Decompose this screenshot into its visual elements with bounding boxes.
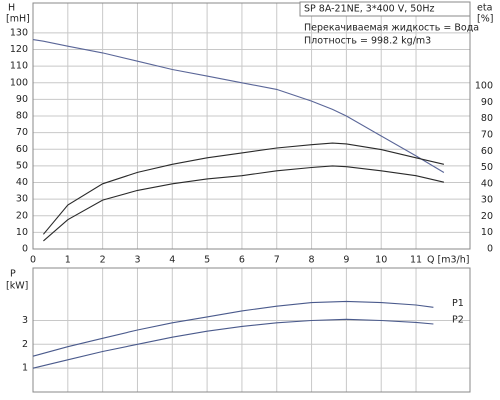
plot-frame [32, 267, 471, 393]
x-axis-label: Q [m3/h] [427, 255, 469, 266]
x-tick-label: 7 [274, 255, 280, 266]
y-tick-label: 120 [10, 44, 28, 55]
x-tick-label: 10 [375, 255, 387, 266]
curve [32, 39, 445, 173]
x-tick-label: 11 [410, 255, 422, 266]
plot-frame [32, 2, 471, 250]
x-tick-label: 5 [204, 255, 210, 266]
y2-tick-label: 70 [481, 129, 493, 140]
title-box [299, 1, 471, 17]
annotation: Плотность = 998.2 kg/m3 [304, 36, 431, 47]
y-tick-label: 90 [16, 94, 28, 105]
x-tick-label: 2 [100, 255, 106, 266]
y2-tick-label: 60 [481, 146, 493, 157]
y-tick-label: 2 [22, 339, 28, 350]
y-tick-label: 0 [22, 244, 28, 255]
x-tick-label: 8 [309, 255, 315, 266]
x-tick-label: 6 [239, 255, 245, 266]
y-tick-label: 20 [16, 210, 28, 221]
plot-area [33, 3, 470, 249]
y2-axis-label: eta [477, 3, 492, 14]
x-tick-label: 4 [169, 255, 175, 266]
y-tick-label: 1 [22, 363, 28, 374]
curve [43, 165, 445, 242]
y-tick-label: 60 [16, 144, 28, 155]
chart-title: SP 8A-21NE, 3*400 V, 50Hz [304, 4, 434, 15]
y2-axis-unit: [%] [477, 14, 493, 25]
y-axis-label: H [8, 3, 15, 14]
y-tick-label: 130 [10, 27, 28, 38]
curve [32, 300, 434, 357]
y-tick-label: 70 [16, 127, 28, 138]
annotation: Перекачиваемая жидкость = Вода [304, 23, 479, 34]
series-label: P2 [452, 315, 464, 326]
y2-tick-label: 80 [481, 113, 493, 124]
y-tick-label: 3 [22, 315, 28, 326]
y-tick-label: 80 [16, 111, 28, 122]
curve [32, 318, 434, 369]
plot-area [33, 268, 470, 392]
y-tick-label: 40 [16, 177, 28, 188]
y2-tick-label: 100 [475, 81, 493, 92]
y-axis-label: P [10, 269, 16, 280]
y2-tick-label: 10 [481, 227, 493, 238]
y-tick-label: 100 [10, 77, 28, 88]
x-tick-label: 3 [134, 255, 140, 266]
y-axis-unit: [kW] [6, 281, 28, 292]
y-axis-unit: [mH] [6, 14, 30, 25]
x-tick-label: 1 [65, 255, 71, 266]
y-tick-label: 30 [16, 194, 28, 205]
y2-tick-label: 40 [481, 178, 493, 189]
y2-tick-label: 0 [487, 244, 493, 255]
y2-tick-label: 50 [481, 162, 493, 173]
y-tick-label: 50 [16, 160, 28, 171]
series-label: P1 [452, 298, 464, 309]
y2-tick-label: 30 [481, 195, 493, 206]
y-tick-label: 10 [16, 227, 28, 238]
y2-tick-label: 20 [481, 211, 493, 222]
curve [42, 142, 445, 235]
x-tick-label: 0 [30, 255, 36, 266]
y-tick-label: 110 [10, 61, 28, 72]
y2-tick-label: 90 [481, 97, 493, 108]
x-tick-label: 9 [343, 255, 349, 266]
